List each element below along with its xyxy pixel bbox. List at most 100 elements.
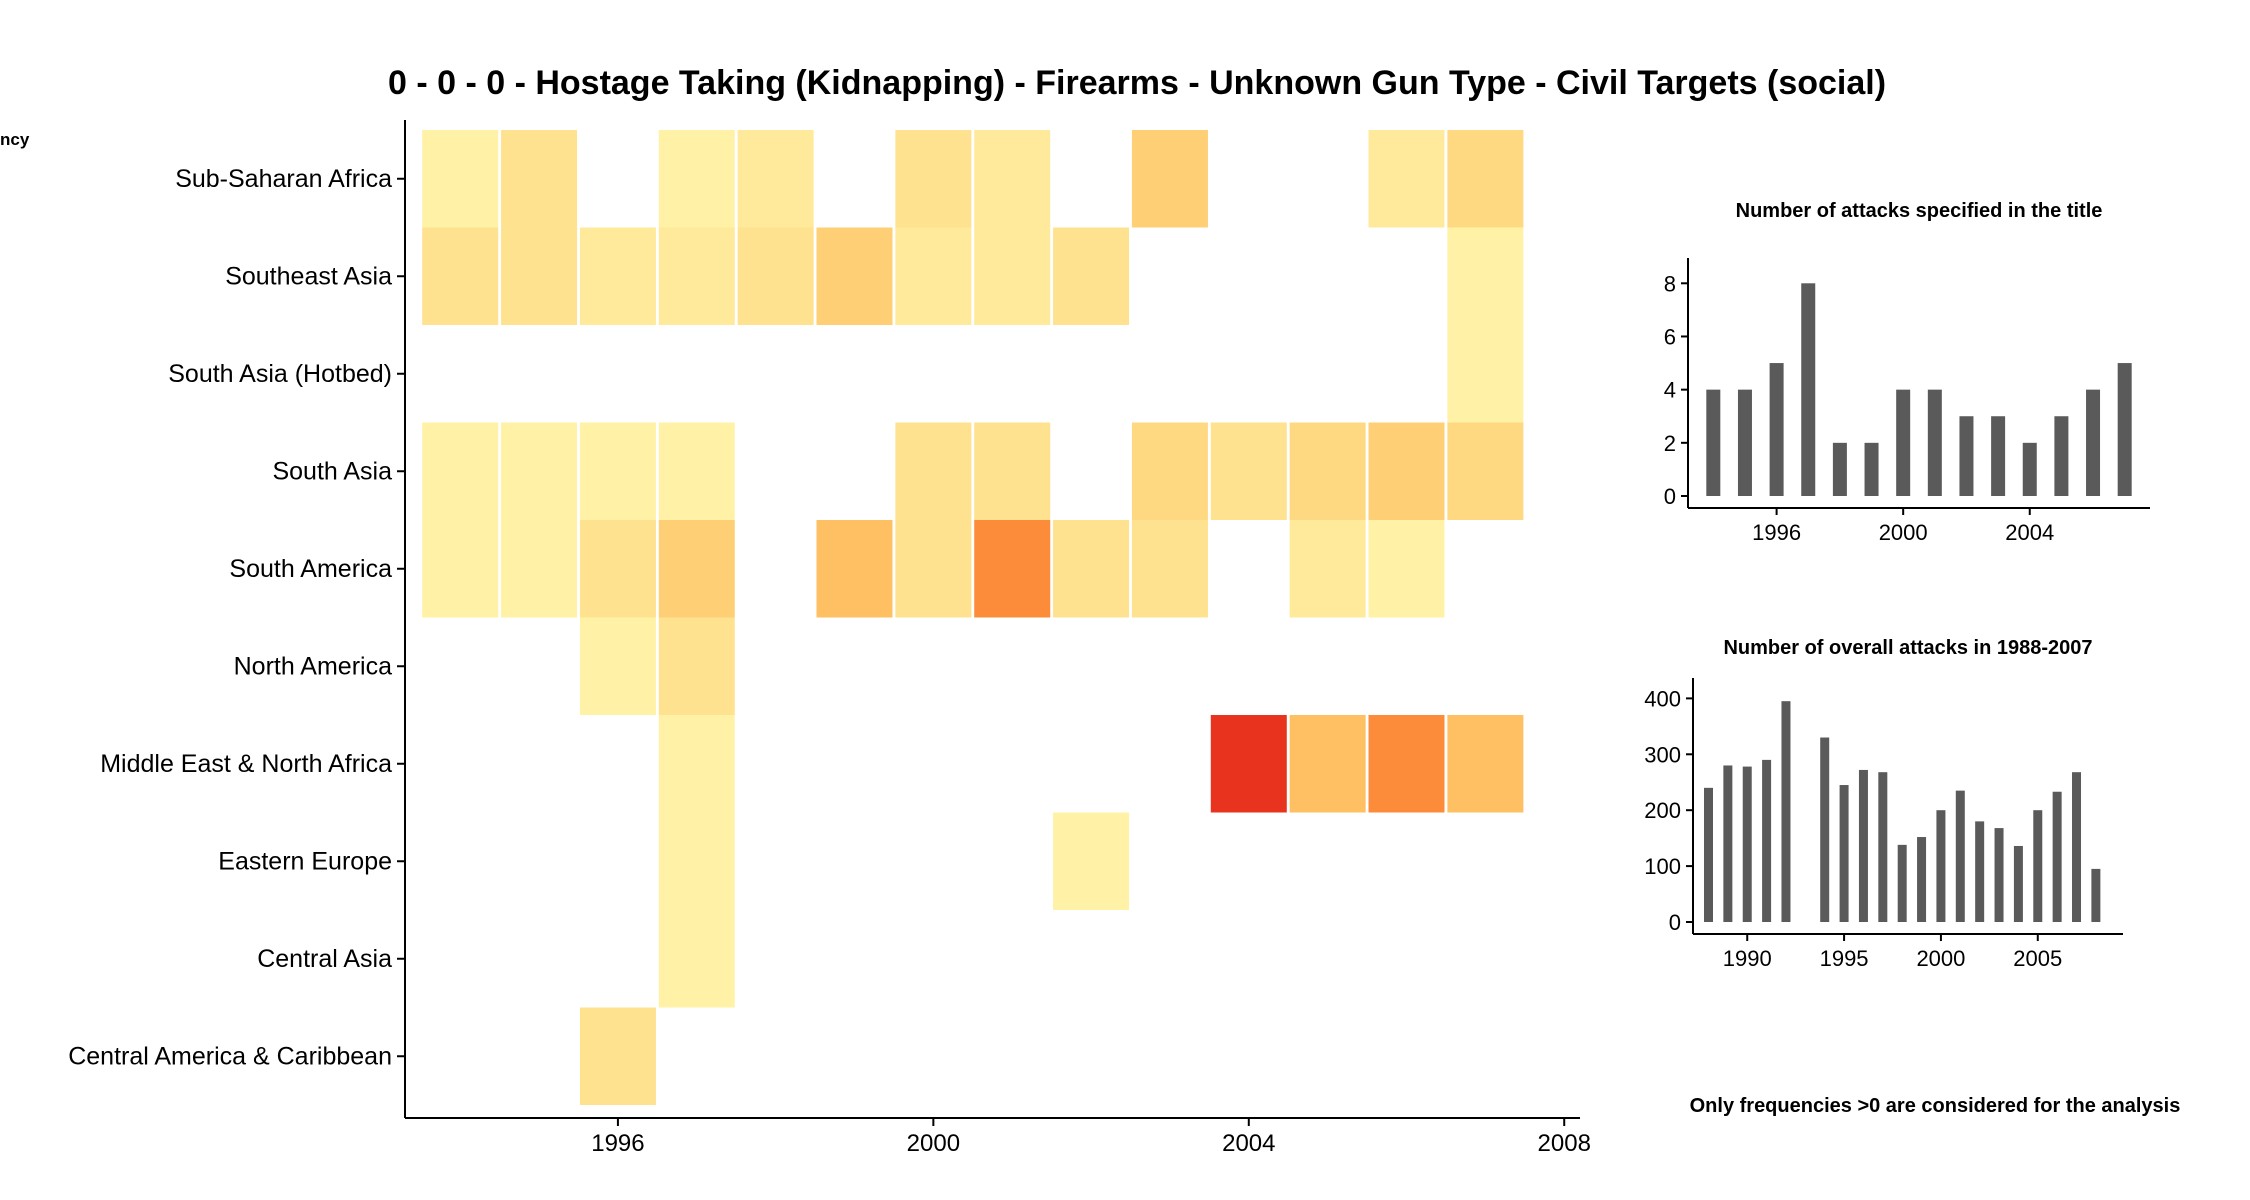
heatmap-row-label: Middle East & North Africa — [100, 750, 392, 778]
overall-chart-bar — [1762, 759, 1772, 922]
heatmap-cell — [1210, 715, 1287, 813]
overall-chart-bar — [1917, 837, 1927, 922]
heatmap-row-label: South Asia — [272, 457, 392, 485]
heatmap-cell — [1289, 422, 1366, 520]
chart-title: 0 - 0 - 0 - Hostage Taking (Kidnapping) … — [388, 64, 1886, 102]
heatmap-cell — [658, 227, 735, 325]
heatmap-cell — [658, 910, 735, 1008]
specified-chart-bar — [2086, 389, 2101, 496]
specified-chart-bar — [2117, 363, 2132, 496]
heatmap-cell — [658, 715, 735, 813]
specified-chart-y-tick-label: 8 — [1664, 271, 1676, 296]
heatmap-cell — [658, 520, 735, 618]
heatmap-cell — [895, 422, 972, 520]
specified-chart-bar — [1864, 442, 1879, 496]
heatmap-cell — [737, 130, 814, 228]
heatmap-x-tick-label: 2004 — [1222, 1130, 1275, 1157]
heatmap-cell — [1289, 520, 1366, 618]
heatmap-cell — [579, 520, 656, 618]
specified-chart-y-tick-label: 4 — [1664, 378, 1676, 403]
heatmap-cell — [501, 130, 578, 228]
heatmap-row-label: Southeast Asia — [225, 262, 392, 290]
overall-chart-x-tick-label: 1995 — [1820, 946, 1869, 971]
heatmap-cell — [1289, 715, 1366, 813]
heatmap-x-tick-label: 1996 — [591, 1130, 644, 1157]
overall-chart-bar — [2072, 772, 2082, 922]
heatmap-cell — [895, 520, 972, 618]
footnote: Only frequencies >0 are considered for t… — [1690, 1095, 2181, 1117]
heatmap-cell — [1368, 130, 1445, 228]
heatmap-cell — [1447, 227, 1524, 325]
heatmap-cell — [1447, 325, 1524, 423]
specified-chart-bar — [1801, 283, 1816, 496]
overall-chart-bar — [2013, 845, 2023, 922]
specified-chart-bar — [1927, 389, 1942, 496]
heatmap-cell — [816, 520, 893, 618]
heatmap-row-label: South America — [229, 555, 392, 583]
heatmap-cell — [1368, 422, 1445, 520]
overall-chart-title: Number of overall attacks in 1988-2007 — [1723, 637, 2092, 659]
specified-chart-y-tick-label: 2 — [1664, 431, 1676, 456]
heatmap-row-label: Central Asia — [257, 945, 392, 973]
overall-chart-bar — [1703, 787, 1713, 922]
overall-chart-x-tick-label: 2000 — [1916, 946, 1965, 971]
overall-chart-bar — [1742, 766, 1752, 922]
specified-chart-bar — [1991, 416, 2006, 496]
overall-chart-y-tick-label: 100 — [1644, 854, 1681, 879]
specified-chart-y-tick-label: 6 — [1664, 324, 1676, 349]
specified-chart-bar — [1832, 442, 1847, 496]
specified-chart-title: Number of attacks specified in the title — [1736, 200, 2103, 222]
specified-chart-bar — [1959, 416, 1974, 496]
heatmap-cell — [579, 617, 656, 715]
heatmap-cell — [1447, 130, 1524, 228]
specified-chart-bar — [1896, 389, 1911, 496]
heatmap-row-label: Central America & Caribbean — [68, 1042, 392, 1070]
heatmap-cell — [501, 520, 578, 618]
heatmap-cell — [658, 130, 735, 228]
heatmap-cell — [895, 227, 972, 325]
heatmap-cell — [974, 422, 1051, 520]
heatmap-row-label: Eastern Europe — [218, 847, 392, 875]
heatmap-row-label: Sub-Saharan Africa — [175, 165, 392, 193]
heatmap-cell — [1447, 715, 1524, 813]
heatmap-x-tick-label: 2000 — [907, 1130, 960, 1157]
overall-chart-bar — [1878, 772, 1888, 922]
heatmap-cell — [816, 227, 893, 325]
heatmap-cell — [422, 130, 499, 228]
overall-chart-bar — [1820, 737, 1830, 922]
overall-chart-x-tick-label: 2005 — [2013, 946, 2062, 971]
legend-label-fragment: ncy — [0, 130, 30, 149]
heatmap-cell — [579, 227, 656, 325]
heatmap-row-label: South Asia (Hotbed) — [168, 360, 392, 388]
heatmap-cell — [501, 422, 578, 520]
overall-chart-y-tick-label: 200 — [1644, 798, 1681, 823]
heatmap-cell — [737, 227, 814, 325]
overall-chart-bar — [1781, 701, 1791, 922]
heatmap-cell — [422, 227, 499, 325]
heatmap-cell — [658, 422, 735, 520]
overall-chart-bar — [1858, 769, 1868, 922]
heatmap-cell — [422, 520, 499, 618]
heatmap-cell — [895, 130, 972, 228]
overall-chart-bar — [1955, 790, 1965, 922]
heatmap-cell — [1368, 715, 1445, 813]
overall-chart-y-tick-label: 400 — [1644, 686, 1681, 711]
specified-chart-bar — [1706, 389, 1721, 496]
overall-chart-bar — [1897, 844, 1907, 922]
overall-chart-bar — [1839, 785, 1849, 922]
attacks-specified-chart: Number of attacks specified in the title… — [1664, 200, 2150, 545]
overall-attacks-chart: Number of overall attacks in 1988-2007 0 1… — [1644, 637, 2123, 971]
specified-chart-x-tick-label: 1996 — [1752, 520, 1801, 545]
overall-chart-bar — [1723, 765, 1733, 922]
heatmap-cell — [974, 520, 1051, 618]
specified-chart-x-tick-label: 2004 — [2005, 520, 2054, 545]
overall-chart-bar — [1975, 821, 1985, 922]
heatmap-x-tick-label: 2008 — [1538, 1130, 1591, 1157]
specified-chart-bar — [2022, 442, 2037, 496]
overall-chart-bar — [1994, 828, 2004, 922]
heatmap-row-label: North America — [234, 652, 392, 680]
specified-chart-bar — [2054, 416, 2069, 496]
heatmap-cell — [422, 422, 499, 520]
heatmap-cell — [579, 1007, 656, 1105]
